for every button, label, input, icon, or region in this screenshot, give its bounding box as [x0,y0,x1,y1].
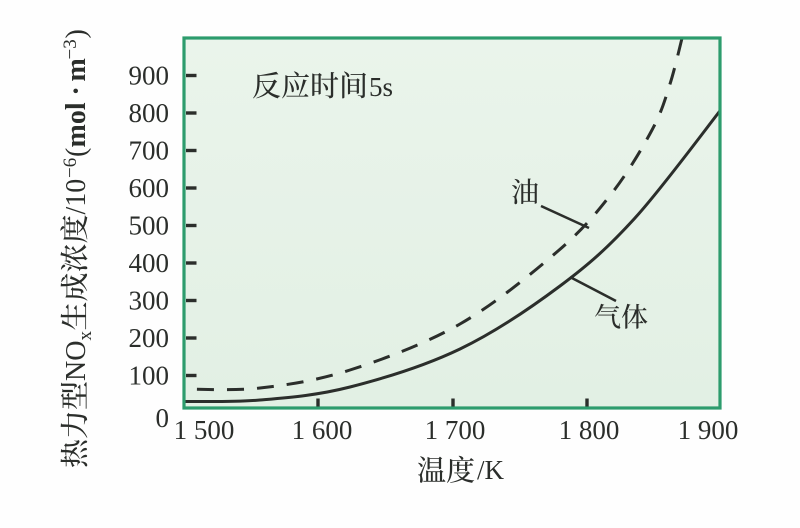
svg-text:mol: mol [61,102,92,147]
svg-text:300: 300 [129,286,170,316]
svg-text:(: ( [61,148,92,157]
svg-text:600: 600 [129,173,170,203]
svg-text:1 800: 1 800 [559,415,620,445]
svg-text:NO: NO [61,341,92,381]
svg-text:800: 800 [129,98,170,128]
svg-text:400: 400 [129,248,170,278]
svg-text:x: x [75,331,96,341]
svg-text:m: m [61,58,92,81]
svg-text:−6: −6 [60,158,81,178]
svg-text:1 500: 1 500 [174,415,235,445]
svg-text:200: 200 [129,323,170,353]
svg-text:700: 700 [129,136,170,166]
svg-text:−3: −3 [60,39,81,59]
svg-text:0: 0 [156,403,170,433]
svg-text:): ) [61,29,92,38]
svg-text:100: 100 [129,361,170,391]
svg-text:1 600: 1 600 [292,415,353,445]
svg-text:/10: /10 [61,179,92,215]
svg-text:/K: /K [477,455,505,485]
svg-text:900: 900 [129,61,170,91]
svg-text:1 900: 1 900 [678,415,739,445]
svg-text:1 700: 1 700 [425,415,486,445]
svg-text:500: 500 [129,211,170,241]
svg-text:·: · [61,86,92,95]
svg-text:5s: 5s [369,72,393,102]
